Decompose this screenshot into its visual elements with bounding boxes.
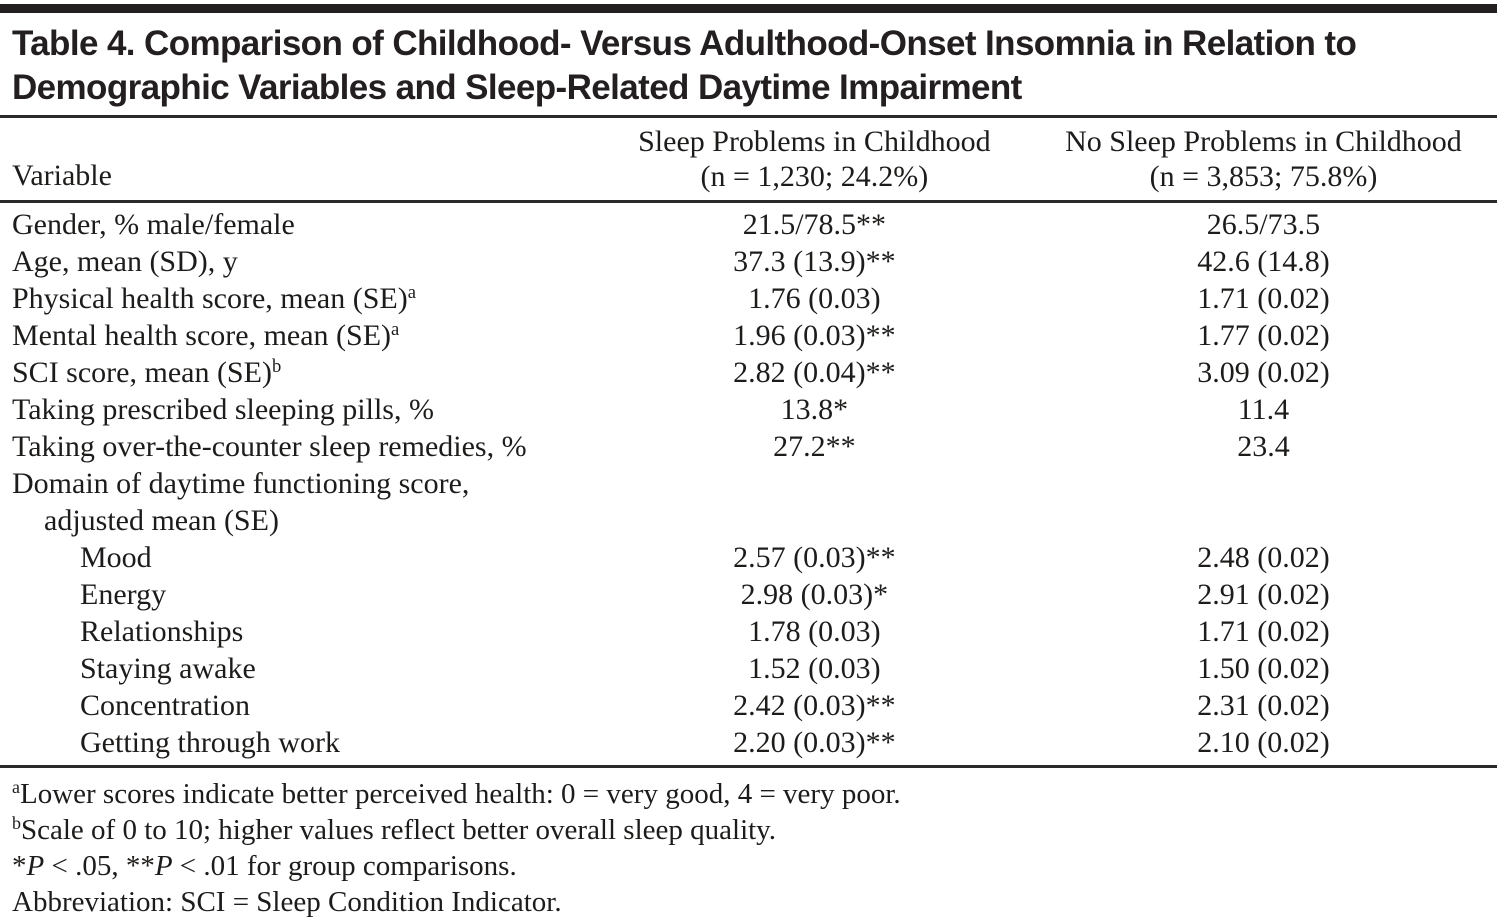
column-header-sleep-problems: Sleep Problems in Childhood (n = 1,230; … xyxy=(599,124,1030,194)
row-value-no-sleep-problems: 1.71 (0.02) xyxy=(1197,615,1330,648)
row-value-sleep-problems: 1.96 (0.03)** xyxy=(733,319,896,352)
row-value-no-sleep-problems: 1.77 (0.02) xyxy=(1197,319,1330,352)
row-value-sleep-problems: 2.82 (0.04)** xyxy=(733,356,896,389)
row-value-no-sleep-problems: 2.48 (0.02) xyxy=(1197,541,1330,574)
column-header-sleep-problems-n: (n = 1,230; 24.2%) xyxy=(700,160,929,193)
row-value-sleep-problems xyxy=(599,502,1030,539)
row-value-no-sleep-problems: 3.09 (0.02) xyxy=(1197,356,1330,389)
row-value-sleep-problems: 2.20 (0.03)** xyxy=(733,726,896,759)
row-label: Energy xyxy=(80,578,167,611)
footnote-marker: a xyxy=(391,318,400,340)
row-value-sleep-problems xyxy=(599,465,1030,502)
row-value-sleep-problems: 21.5/78.5** xyxy=(742,208,887,241)
title-divider xyxy=(0,115,1497,118)
row-label: Taking prescribed sleeping pills, % xyxy=(12,393,434,426)
row-value-no-sleep-problems xyxy=(1030,502,1497,539)
footnote-marker: a xyxy=(407,281,416,303)
row-value-no-sleep-problems: 23.4 xyxy=(1237,430,1290,463)
table-title-line1: Table 4. Comparison of Childhood- Versus… xyxy=(12,24,1357,63)
row-value-no-sleep-problems: 2.91 (0.02) xyxy=(1197,578,1330,611)
row-value-sleep-problems: 27.2** xyxy=(773,430,856,463)
footnote: aLower scores indicate better perceived … xyxy=(12,777,901,810)
footnote: bScale of 0 to 10; higher values reflect… xyxy=(12,813,777,846)
row-value-sleep-problems: 1.78 (0.03) xyxy=(748,615,881,648)
column-header-variable: Variable xyxy=(12,159,112,192)
column-header-no-sleep-problems-label: No Sleep Problems in Childhood xyxy=(1065,125,1462,158)
row-value-sleep-problems: 2.42 (0.03)** xyxy=(733,689,896,722)
row-label: Getting through work xyxy=(80,726,340,759)
row-label: Age, mean (SD), y xyxy=(12,245,238,278)
row-value-sleep-problems: 1.52 (0.03) xyxy=(748,652,881,685)
column-header-sleep-problems-label: Sleep Problems in Childhood xyxy=(638,125,991,158)
row-value-no-sleep-problems: 26.5/73.5 xyxy=(1206,208,1321,241)
row-value-sleep-problems: 2.57 (0.03)** xyxy=(733,541,896,574)
body-divider xyxy=(0,765,1497,768)
row-label: Concentration xyxy=(80,689,250,722)
row-value-sleep-problems: 13.8* xyxy=(780,393,849,426)
row-value-no-sleep-problems: 1.50 (0.02) xyxy=(1197,652,1330,685)
row-label: Staying awake xyxy=(80,652,256,685)
table-title: Table 4. Comparison of Childhood- Versus… xyxy=(0,13,1497,115)
row-label: adjusted mean (SE) xyxy=(44,504,279,537)
top-rule-bar xyxy=(0,4,1497,13)
row-value-no-sleep-problems xyxy=(1030,465,1497,502)
table-body: Gender, % male/female 21.5/78.5** 26.5/73.… xyxy=(0,203,1497,765)
row-label: Taking over-the-counter sleep remedies, … xyxy=(12,430,527,463)
table-title-line2: Demographic Variables and Sleep-Related … xyxy=(12,68,1022,107)
row-value-no-sleep-problems: 2.31 (0.02) xyxy=(1197,689,1330,722)
row-value-sleep-problems: 1.76 (0.03) xyxy=(748,282,881,315)
column-header-no-sleep-problems-n: (n = 3,853; 75.8%) xyxy=(1149,160,1378,193)
row-label: Gender, % male/female xyxy=(12,208,295,241)
row-value-no-sleep-problems: 1.71 (0.02) xyxy=(1197,282,1330,315)
table-header: Variable Sleep Problems in Childhood (n … xyxy=(0,118,1497,200)
row-label: Physical health score, mean (SE)a xyxy=(12,281,416,315)
footnote: Abbreviation: SCI = Sleep Condition Indi… xyxy=(12,886,562,918)
row-label: Domain of daytime functioning score, xyxy=(12,467,470,500)
footnote-marker: b xyxy=(271,355,282,377)
header-divider xyxy=(0,200,1497,203)
row-label: SCI score, mean (SE)b xyxy=(12,355,282,389)
footnote: *P < .05, **P < .01 for group comparison… xyxy=(12,850,517,882)
row-value-no-sleep-problems: 42.6 (14.8) xyxy=(1197,245,1330,278)
footnotes: aLower scores indicate better perceived … xyxy=(0,768,1497,921)
row-value-no-sleep-problems: 2.10 (0.02) xyxy=(1197,726,1330,759)
row-label: Mental health score, mean (SE)a xyxy=(12,318,400,352)
column-header-no-sleep-problems: No Sleep Problems in Childhood (n = 3,85… xyxy=(1030,124,1497,194)
row-value-sleep-problems: 2.98 (0.03)* xyxy=(740,578,889,611)
row-value-no-sleep-problems: 11.4 xyxy=(1237,393,1290,426)
row-label: Relationships xyxy=(80,615,244,648)
row-value-sleep-problems: 37.3 (13.9)** xyxy=(733,245,896,278)
row-label: Mood xyxy=(80,541,152,574)
